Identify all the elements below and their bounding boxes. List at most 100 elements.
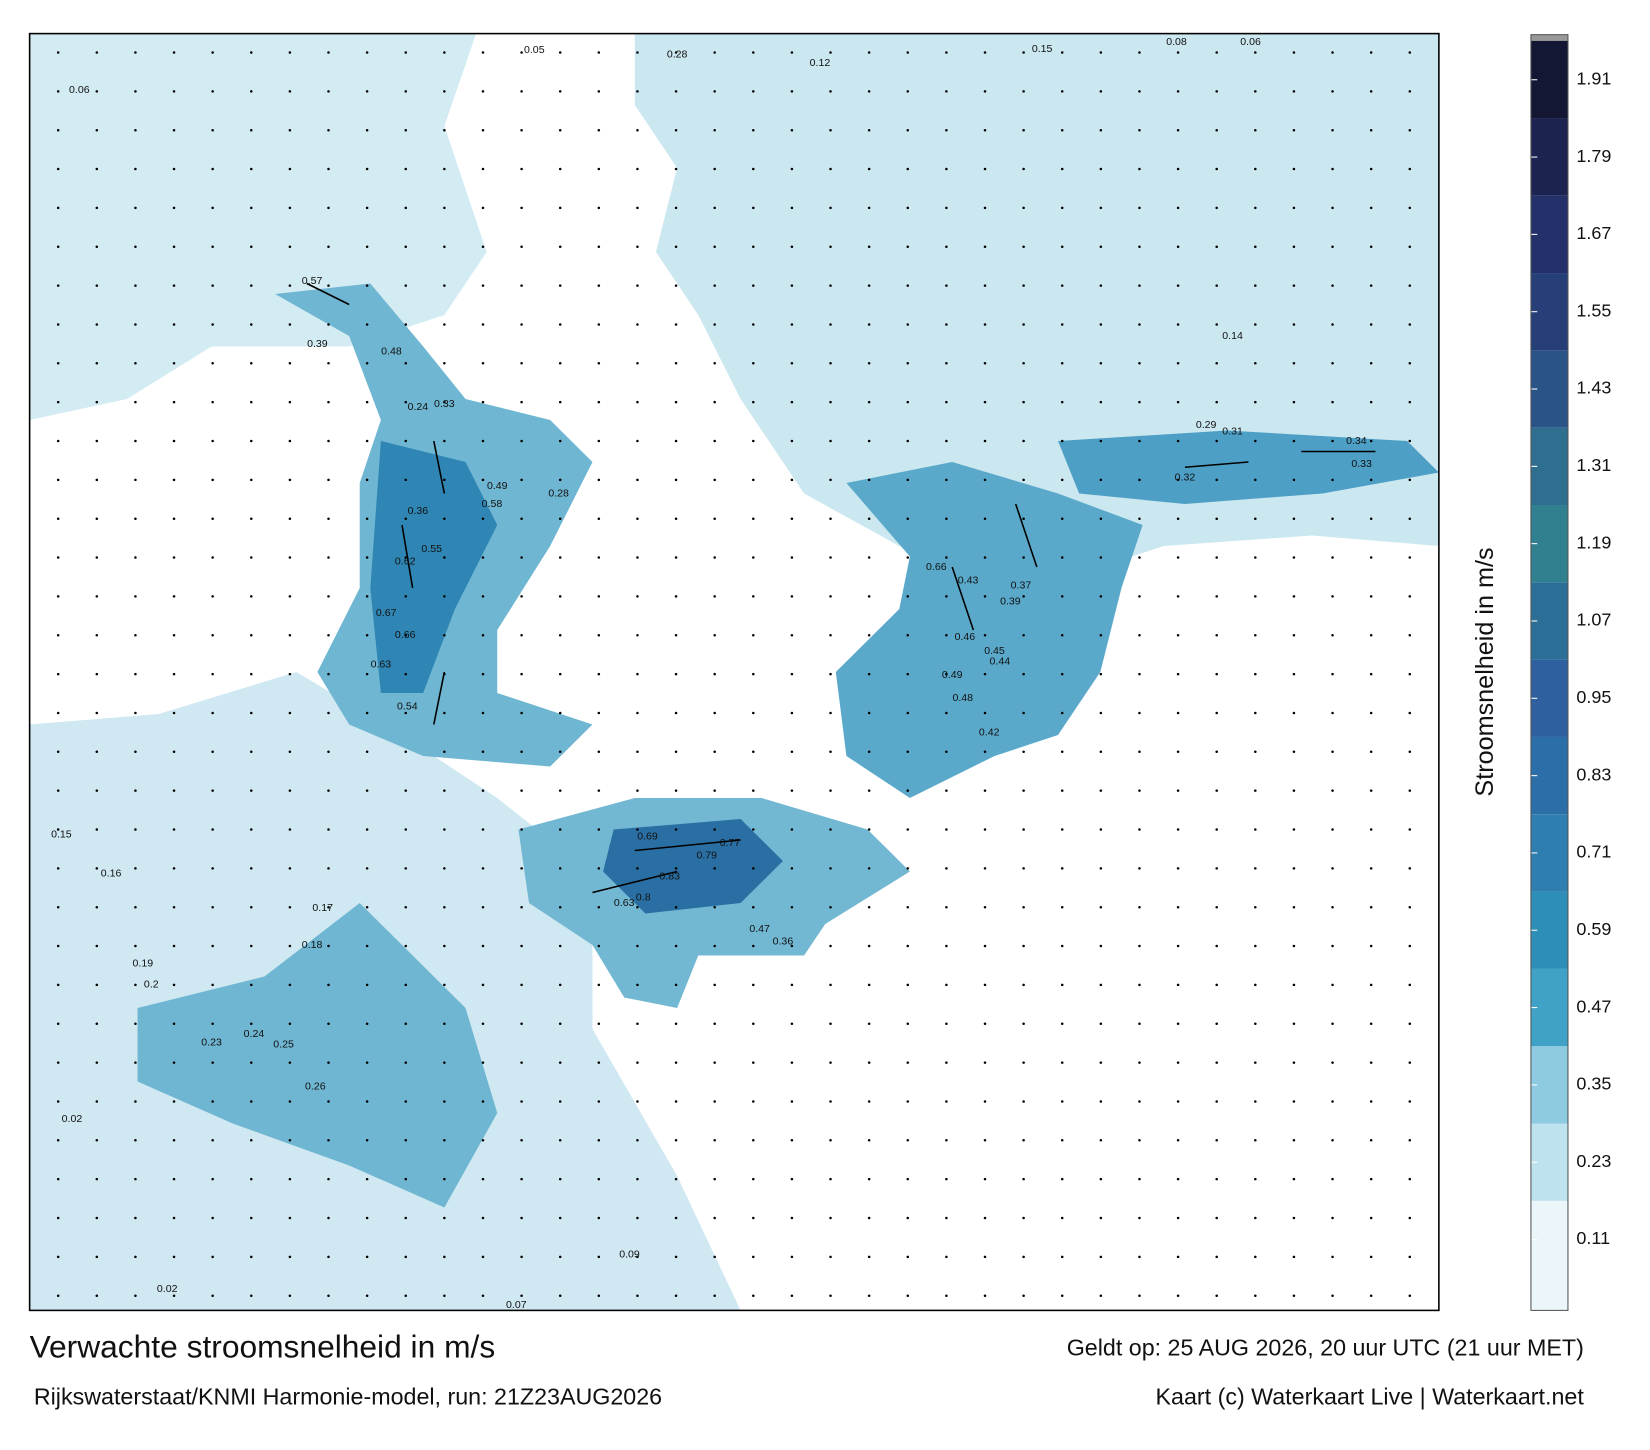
grid-dot <box>1099 633 1103 637</box>
grid-dot <box>945 983 948 987</box>
grid-dot <box>674 439 678 443</box>
grid-dot <box>867 128 871 132</box>
grid-dot <box>713 1139 716 1142</box>
grid-dot <box>481 128 485 132</box>
grid-dot <box>713 284 716 287</box>
grid-dot <box>1254 517 1257 520</box>
grid-dot <box>906 362 910 365</box>
grid-dot <box>1060 633 1064 637</box>
valid-time: Geldt op: 25 AUG 2026, 20 uur UTC (21 uu… <box>1067 1334 1584 1360</box>
grid-dot <box>558 1100 562 1103</box>
grid-dot <box>1022 478 1025 482</box>
grid-dot <box>56 90 60 93</box>
grid-dot <box>867 789 871 792</box>
grid-dot <box>211 672 214 676</box>
grid-dot <box>327 905 330 909</box>
grid-dot <box>1254 1255 1257 1259</box>
grid-dot <box>983 983 987 987</box>
grid-dot <box>713 828 716 831</box>
grid-dot <box>558 90 562 93</box>
grid-dot <box>211 1294 214 1297</box>
grid-dot <box>211 750 214 754</box>
grid-dot <box>250 1255 253 1259</box>
grid-dot <box>288 323 292 326</box>
grid-dot <box>250 1216 253 1220</box>
grid-dot <box>1408 944 1412 948</box>
grid-dot <box>95 828 99 831</box>
grid-dot <box>365 1139 369 1142</box>
grid-dot <box>172 711 176 715</box>
grid-dot <box>1060 595 1064 598</box>
grid-dot <box>404 245 408 249</box>
grid-dot <box>829 595 832 598</box>
value-label: 0.44 <box>990 655 1011 667</box>
grid-dot <box>1369 1255 1373 1259</box>
grid-dot <box>906 517 910 520</box>
value-label: 0.24 <box>244 1028 265 1040</box>
grid-dot <box>558 595 562 598</box>
grid-dot <box>1215 478 1218 482</box>
grid-dot <box>1138 633 1141 637</box>
grid-dot <box>790 750 794 754</box>
grid-dot <box>906 167 910 171</box>
grid-dot <box>906 323 910 326</box>
grid-dot <box>1215 944 1218 948</box>
grid-dot <box>1138 867 1141 870</box>
grid-dot <box>945 789 948 792</box>
grid-dot <box>134 595 137 598</box>
grid-dot <box>1215 400 1218 404</box>
grid-dot <box>945 284 948 287</box>
grid-dot <box>327 245 330 249</box>
grid-dot <box>983 750 987 754</box>
grid-dot <box>443 323 446 326</box>
grid-dot <box>1408 867 1412 870</box>
grid-dot <box>1331 245 1334 249</box>
colorbar-tick-label: 0.11 <box>1576 1228 1610 1248</box>
grid-dot <box>636 556 639 559</box>
grid-dot <box>134 245 137 249</box>
grid-dot <box>1369 284 1373 287</box>
value-label: 0.63 <box>371 658 392 670</box>
grid-dot <box>1331 828 1334 831</box>
grid-dot <box>1215 1022 1218 1026</box>
grid-dot <box>558 789 562 792</box>
grid-dot <box>674 905 678 909</box>
grid-dot <box>134 789 137 792</box>
grid-dot <box>558 478 562 482</box>
grid-dot <box>1292 867 1296 870</box>
grid-dot <box>211 867 214 870</box>
grid-dot <box>1099 1100 1103 1103</box>
grid-dot <box>713 1100 716 1103</box>
grid-dot <box>713 206 716 210</box>
grid-dot <box>1099 1022 1103 1026</box>
grid-dot <box>1060 128 1064 132</box>
grid-dot <box>443 362 446 365</box>
grid-dot <box>56 206 60 210</box>
grid-dot <box>365 167 369 171</box>
grid-dot <box>983 828 987 831</box>
grid-dot <box>1060 983 1064 987</box>
grid-dot <box>250 944 253 948</box>
grid-dot <box>1408 439 1412 443</box>
grid-dot <box>1099 711 1103 715</box>
grid-dot <box>597 1255 601 1259</box>
grid-dot <box>1176 750 1180 754</box>
grid-dot <box>327 1061 330 1064</box>
grid-dot <box>1215 672 1218 676</box>
value-label: 0.69 <box>637 831 658 843</box>
grid-dot <box>288 789 292 792</box>
grid-dot <box>945 400 948 404</box>
grid-dot <box>134 1061 137 1064</box>
grid-dot <box>1331 983 1334 987</box>
grid-dot <box>1408 905 1412 909</box>
grid-dot <box>95 1061 99 1064</box>
grid-dot <box>1369 1100 1373 1103</box>
grid-dot <box>1408 478 1412 482</box>
grid-dot <box>1408 128 1412 132</box>
grid-dot <box>1408 51 1412 54</box>
grid-dot <box>713 478 716 482</box>
grid-dot <box>443 905 446 909</box>
grid-dot <box>1022 633 1025 637</box>
grid-dot <box>713 362 716 365</box>
grid-dot <box>558 672 562 676</box>
